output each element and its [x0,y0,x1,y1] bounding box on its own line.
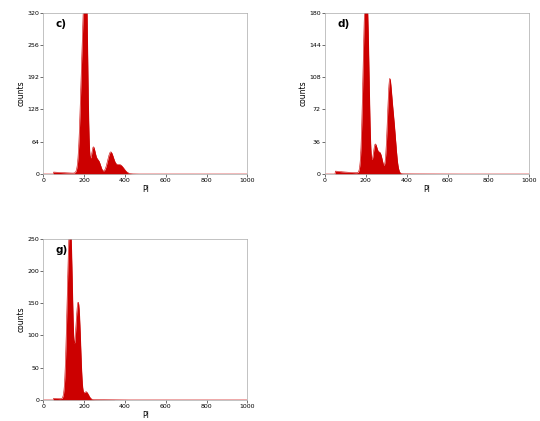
Text: g): g) [56,245,68,255]
Y-axis label: counts: counts [17,80,26,106]
Y-axis label: counts: counts [299,80,308,106]
Y-axis label: counts: counts [17,306,26,332]
X-axis label: PI: PI [424,184,430,194]
X-axis label: PI: PI [142,184,149,194]
X-axis label: PI: PI [142,410,149,419]
Text: c): c) [56,19,66,29]
Text: d): d) [338,19,349,29]
